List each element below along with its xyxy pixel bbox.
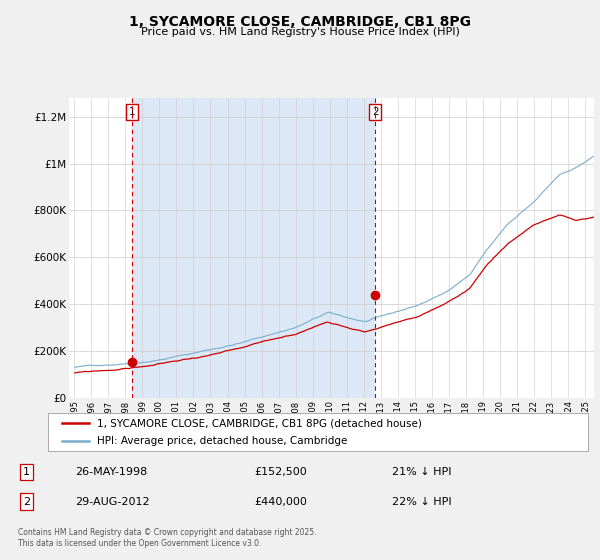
Text: Price paid vs. HM Land Registry's House Price Index (HPI): Price paid vs. HM Land Registry's House … xyxy=(140,27,460,37)
Text: £152,500: £152,500 xyxy=(254,467,307,477)
Text: 21% ↓ HPI: 21% ↓ HPI xyxy=(392,467,452,477)
Text: 26-MAY-1998: 26-MAY-1998 xyxy=(76,467,148,477)
Bar xyxy=(132,98,375,398)
Text: £440,000: £440,000 xyxy=(254,497,307,507)
Text: HPI: Average price, detached house, Cambridge: HPI: Average price, detached house, Camb… xyxy=(97,436,347,446)
Text: Contains HM Land Registry data © Crown copyright and database right 2025.
This d: Contains HM Land Registry data © Crown c… xyxy=(18,528,317,548)
Text: 22% ↓ HPI: 22% ↓ HPI xyxy=(392,497,452,507)
Text: 2: 2 xyxy=(23,497,30,507)
Text: 1, SYCAMORE CLOSE, CAMBRIDGE, CB1 8PG: 1, SYCAMORE CLOSE, CAMBRIDGE, CB1 8PG xyxy=(129,15,471,29)
Text: 1: 1 xyxy=(129,107,136,117)
Text: 1, SYCAMORE CLOSE, CAMBRIDGE, CB1 8PG (detached house): 1, SYCAMORE CLOSE, CAMBRIDGE, CB1 8PG (d… xyxy=(97,418,421,428)
Text: 1: 1 xyxy=(23,467,30,477)
Text: 29-AUG-2012: 29-AUG-2012 xyxy=(76,497,150,507)
Text: 2: 2 xyxy=(372,107,379,117)
